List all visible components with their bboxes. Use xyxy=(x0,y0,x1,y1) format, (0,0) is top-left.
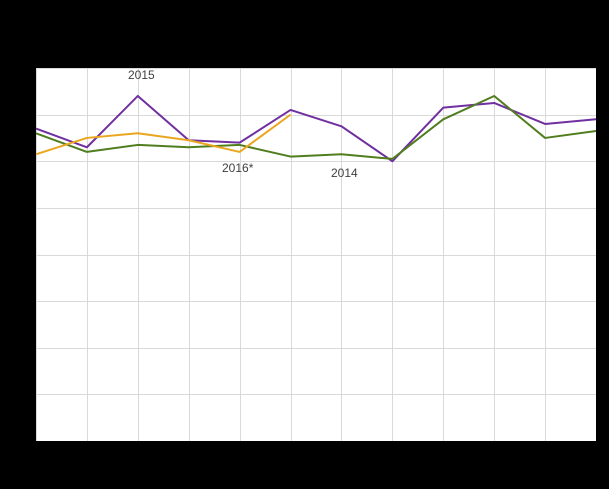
annotation-label: 2014 xyxy=(331,166,358,180)
series-line-2016 xyxy=(36,113,292,156)
plot-area: 2015 2016* 2014 xyxy=(36,68,596,441)
annotation-label: 2015 xyxy=(128,68,155,82)
series-line-2014 xyxy=(36,94,596,160)
line-chart xyxy=(36,68,596,441)
annotation-label: 2016* xyxy=(222,161,254,175)
series-line-2015 xyxy=(36,94,596,163)
